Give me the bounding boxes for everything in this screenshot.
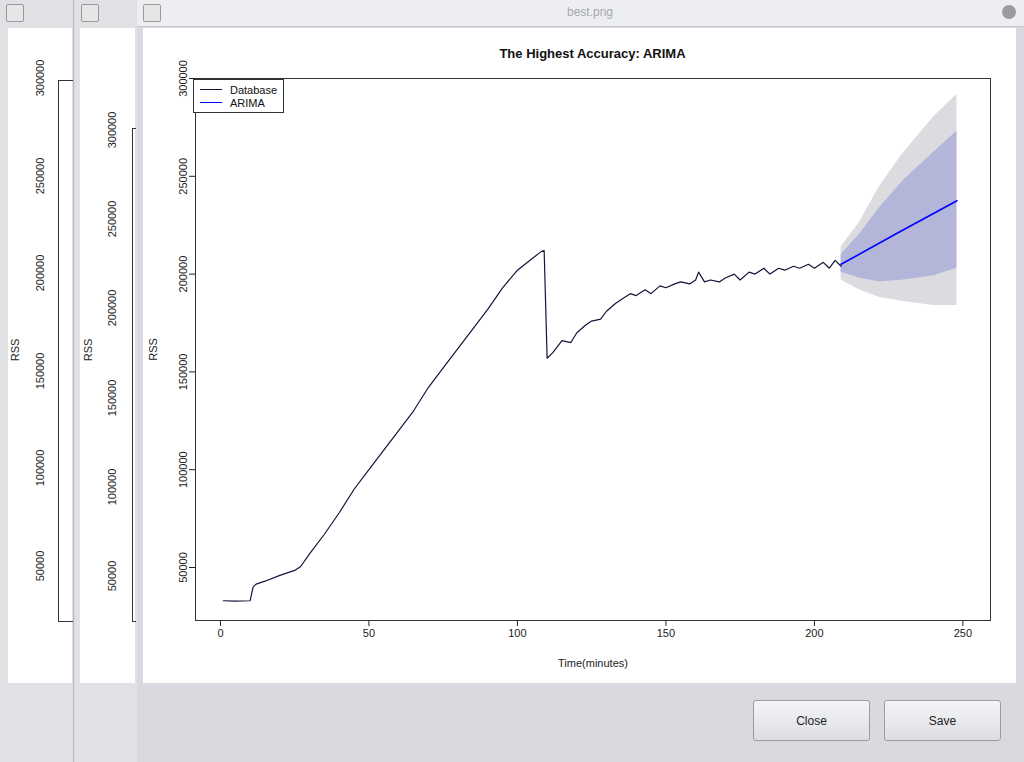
html-text:150000: 150000 [106,379,118,416]
svg-text:RSS: RSS [147,338,159,361]
html-text:50000: 50000 [106,560,118,592]
svg-text:150000: 150000 [177,354,189,391]
html-text:The Highest Accuracy: ARIMA: The Highest Accuracy: ARIMA [499,46,686,61]
svg-text:200000: 200000 [177,256,189,293]
html-text:50000: 50000 [34,550,46,582]
svg-text:250000: 250000 [177,158,189,195]
svg-text:100000: 100000 [177,451,189,488]
html-text:250000: 250000 [106,200,118,238]
html-text:Save: Save [928,713,957,728]
html-text:RSS: RSS [82,338,94,362]
html-text:RSS: RSS [9,338,21,362]
html-text:200000: 200000 [106,290,118,327]
html-text:Database: Database [230,83,278,96]
html-text:ARIMA: ARIMA [230,96,265,109]
html-text:250000: 250000 [34,157,46,194]
html-text:150000: 150000 [34,352,46,390]
svg-text:Time(minutes): Time(minutes) [558,657,628,669]
svg-text:50: 50 [363,627,375,639]
html-text:300000: 300000 [34,59,46,97]
svg-text:50000: 50000 [177,552,189,583]
svg-text:250: 250 [954,627,972,639]
svg-text:0: 0 [217,627,223,639]
html-text:300000: 300000 [106,111,118,149]
html-text:Close: Close [796,713,827,728]
html-text:100000: 100000 [34,450,46,487]
svg-text:100: 100 [508,627,526,639]
html-text:100000: 100000 [106,468,118,506]
svg-text:200: 200 [805,627,823,639]
html-text:200000: 200000 [34,254,46,292]
html-text:best.png: best.png [567,5,613,19]
svg-text:300000: 300000 [177,60,189,97]
svg-text:150: 150 [657,627,675,639]
